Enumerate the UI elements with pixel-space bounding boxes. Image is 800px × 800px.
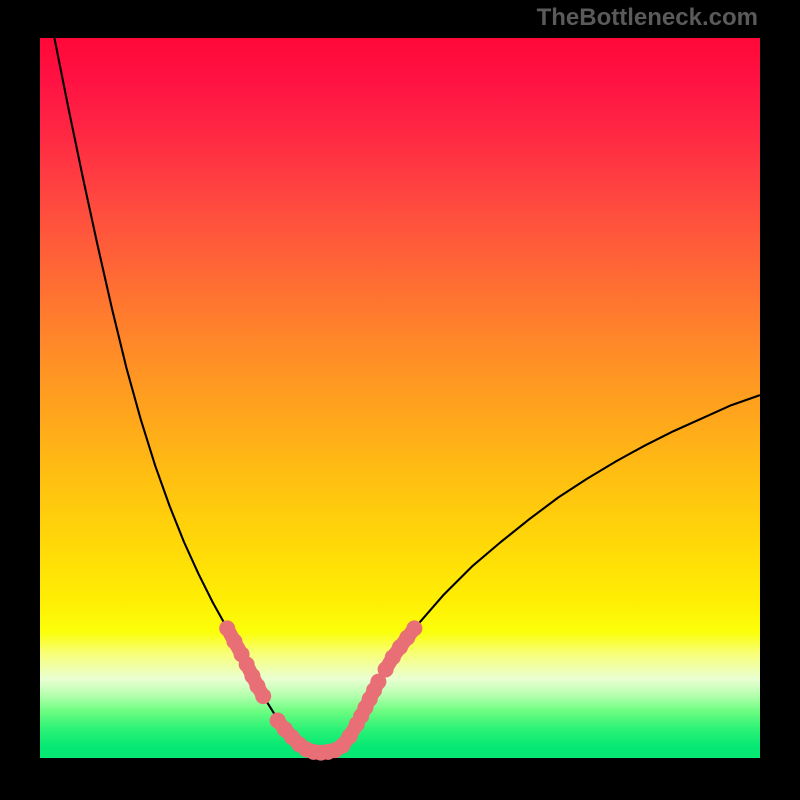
curve-overlay <box>40 38 760 758</box>
watermark-text: TheBottleneck.com <box>537 4 758 32</box>
marker-dot <box>255 688 271 704</box>
pink-marker-band <box>219 620 422 760</box>
bottleneck-plot <box>40 38 760 758</box>
marker-dot <box>406 620 422 636</box>
